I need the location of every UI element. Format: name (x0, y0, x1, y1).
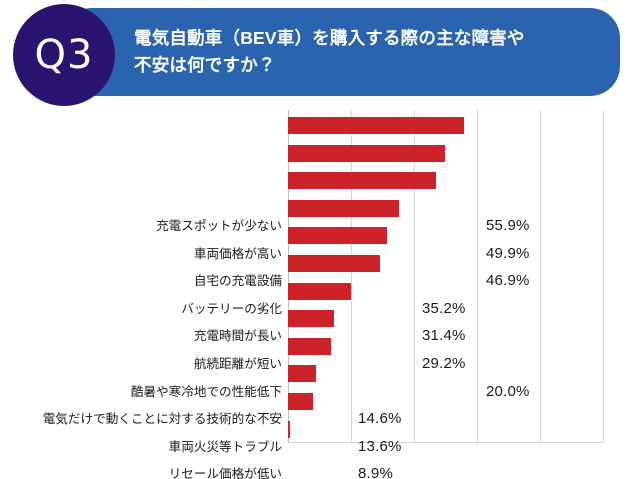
category-label: 車両価格が高い (193, 246, 282, 261)
bar-row (288, 416, 603, 444)
category-label: 航続距離が短い (193, 357, 282, 371)
plot-area (288, 110, 604, 443)
bar-row (288, 140, 603, 168)
gridline (477, 110, 478, 443)
bar-row (288, 333, 603, 361)
x-axis-line (288, 442, 603, 443)
bar-row (288, 388, 603, 416)
bar (288, 282, 351, 300)
category-label: 電気だけで動くことに対する技術的な不安 (42, 412, 282, 427)
value-label: 35.2% (422, 299, 466, 317)
bar (288, 255, 380, 272)
gridline (351, 110, 352, 443)
bar (288, 365, 317, 383)
bar-row (288, 167, 603, 195)
category-label: 充電スポットが少ない (156, 219, 282, 233)
bar (288, 199, 399, 217)
gridline (603, 110, 604, 443)
category-label: 酷暑や寒冷地での性能低下 (130, 384, 282, 399)
bar (288, 337, 331, 355)
bar (288, 393, 313, 410)
bar (288, 310, 334, 328)
bar-row (288, 278, 603, 306)
y-axis-line (288, 110, 289, 443)
value-label: 29.2% (422, 355, 466, 372)
bar-chart: 充電スポットが少ない車両価格が高い 自宅の充電設備バッテリーの劣化充電時間が長い航… (0, 104, 640, 479)
bar (288, 172, 436, 190)
category-label: リセール価格が低い (168, 467, 282, 479)
bar-row (288, 360, 603, 388)
question-title: 電気自動車（BEV車）を購入する際の主な障害や 不安は何ですか？ (134, 28, 525, 76)
category-axis-labels: 充電スポットが少ない車両価格が高い 自宅の充電設備バッテリーの劣化充電時間が長い航… (0, 214, 282, 479)
category-label: 充電時間が長い (193, 329, 282, 344)
value-label: 8.9% (358, 465, 393, 479)
gridline (414, 110, 415, 443)
value-label: 20.0% (486, 382, 530, 400)
category-label: 車両火災等トラブル (168, 439, 282, 454)
value-label: 13.6% (358, 437, 402, 455)
value-label: 55.9% (486, 217, 530, 234)
question-banner: 電気自動車（BEV車）を購入する際の主な障害や 不安は何ですか？ (62, 8, 620, 96)
bar (288, 117, 465, 134)
value-label: 31.4% (422, 327, 466, 345)
value-label: 14.6% (358, 410, 402, 428)
value-label: 46.9% (486, 272, 530, 290)
gridline (540, 110, 541, 443)
bar-row (288, 222, 603, 250)
bar-series (288, 110, 603, 443)
bar-row (288, 195, 603, 223)
data-value-labels: 55.9% 49.9% 46.9% 35.2% 31.4% 29.2% 20.0% 14.6%… (288, 214, 640, 479)
bar (288, 227, 387, 245)
category-label: バッテリーの劣化 (181, 301, 282, 316)
category-label: 自宅の充電設備 (193, 274, 282, 289)
bar-row (288, 250, 603, 278)
question-number-badge: Q3 (13, 4, 115, 106)
bar-row (288, 305, 603, 333)
value-label: 49.9% (486, 244, 530, 262)
bar-row (288, 112, 603, 140)
question-number-label: Q3 (34, 32, 94, 78)
bar (288, 420, 291, 438)
bar (288, 144, 446, 162)
